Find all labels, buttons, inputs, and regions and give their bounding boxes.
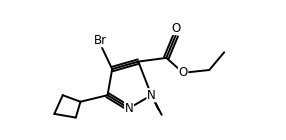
Text: N: N: [147, 89, 156, 102]
Text: O: O: [171, 22, 180, 35]
Text: O: O: [178, 66, 188, 79]
Text: N: N: [125, 102, 133, 115]
Text: Br: Br: [94, 34, 107, 47]
